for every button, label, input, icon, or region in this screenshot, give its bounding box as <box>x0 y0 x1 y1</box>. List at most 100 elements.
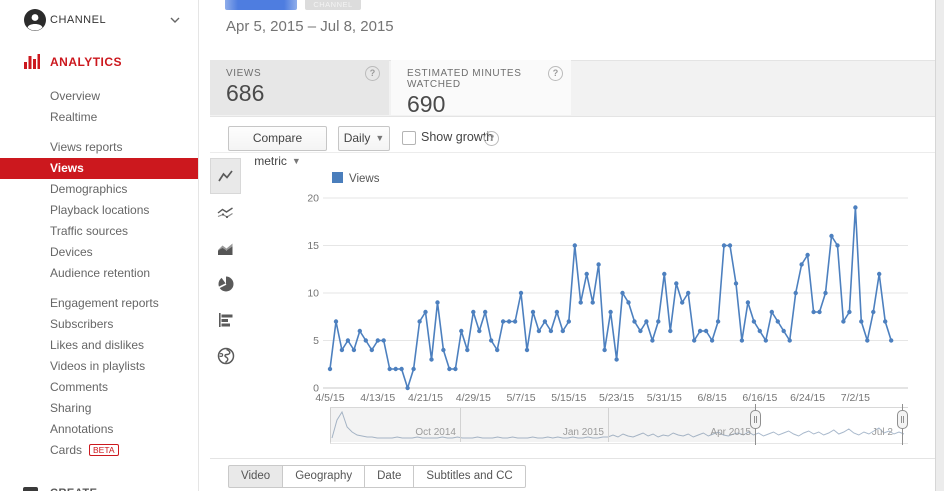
views-line-chart: 0 5 10 15 20 4/5/15 4/13/15 4/21/15 4/29/15 5/7/1… <box>307 193 908 404</box>
compare-metric-button[interactable]: Compare metric ▼ <box>228 126 327 168</box>
sidebar-item-realtime[interactable]: Realtime <box>0 107 198 128</box>
timeline-minimap <box>330 407 908 444</box>
dimension-tabs: Video Geography Date Subtitles and CC <box>228 465 526 488</box>
sidebar-item-audience-retention[interactable]: Audience retention <box>0 263 198 284</box>
sidebar-item-label: Views <box>50 161 84 175</box>
minimap-quarter-divider <box>460 408 461 442</box>
sidebar-item-label: Playback locations <box>50 203 150 217</box>
sidebar: CHANNEL ANALYTICS Overview Realtime Views … <box>0 0 199 491</box>
channel-filter-badge[interactable]: CHANNEL <box>305 0 361 10</box>
sidebar-nav: Overview Realtime Views reports Views Demogr… <box>0 86 198 461</box>
chart-type-stacked-area-button[interactable] <box>210 230 241 266</box>
svg-text:6/8/15: 6/8/15 <box>697 392 726 404</box>
tab-geography[interactable]: Geography <box>282 465 366 488</box>
svg-text:6/16/15: 6/16/15 <box>742 392 777 404</box>
pie-chart-icon <box>218 275 233 292</box>
beta-badge: BETA <box>89 444 119 456</box>
svg-text:4/13/15: 4/13/15 <box>360 392 395 404</box>
page-background-strip <box>935 0 944 491</box>
minimap-sparkline <box>331 410 905 439</box>
metric-value: 690 <box>407 91 446 117</box>
sidebar-item-views[interactable]: Views <box>0 158 198 179</box>
compare-metric-label: Compare metric <box>252 131 303 168</box>
svg-text:5/7/15: 5/7/15 <box>506 392 535 404</box>
interval-label: Daily <box>343 131 371 145</box>
divider <box>210 458 935 459</box>
interval-select-button[interactable]: Daily ▼ <box>338 126 390 151</box>
sidebar-item-label: Devices <box>50 245 93 259</box>
sidebar-item-traffic-sources[interactable]: Traffic sources <box>0 221 198 242</box>
svg-text:5: 5 <box>313 335 319 347</box>
sidebar-item-sharing[interactable]: Sharing <box>0 398 198 419</box>
create-label: CREATE <box>50 487 97 491</box>
sidebar-item-demographics[interactable]: Demographics <box>0 179 198 200</box>
analytics-label: ANALYTICS <box>50 55 123 69</box>
range-start-handle[interactable] <box>750 404 761 445</box>
sidebar-item-cards[interactable]: Cards BETA <box>0 440 198 461</box>
sidebar-item-create[interactable]: CREATE <box>0 484 198 491</box>
chart-type-pie-button[interactable] <box>210 266 241 302</box>
chart-legend: Views <box>332 169 379 187</box>
tab-subtitles-and-cc[interactable]: Subtitles and CC <box>413 465 526 488</box>
compare-lines-icon <box>217 207 233 219</box>
geo-map-globe-icon <box>217 347 234 365</box>
channel-avatar-icon <box>24 9 46 31</box>
chart-type-compare-button[interactable] <box>210 194 241 230</box>
help-icon[interactable]: ? <box>548 66 563 81</box>
sidebar-item-engagement-reports[interactable]: Engagement reports <box>0 293 198 314</box>
help-icon[interactable]: ? <box>484 131 499 146</box>
sidebar-item-comments[interactable]: Comments <box>0 377 198 398</box>
sidebar-item-views-reports[interactable]: Views reports <box>0 137 198 158</box>
drag-grip-icon[interactable] <box>897 410 908 429</box>
sidebar-item-videos-in-playlists[interactable]: Videos in playlists <box>0 356 198 377</box>
sidebar-item-label: Realtime <box>50 110 98 124</box>
stacked-area-icon <box>218 243 233 255</box>
chart-type-bar-button[interactable] <box>210 302 241 338</box>
sidebar-item-label: Audience retention <box>50 266 151 280</box>
show-growth-label: Show growth <box>421 130 494 144</box>
legend-label: Views <box>349 173 380 185</box>
range-end-handle[interactable] <box>897 404 908 445</box>
svg-text:10: 10 <box>307 288 319 300</box>
sidebar-item-subscribers[interactable]: Subscribers <box>0 314 198 335</box>
minimap-quarter-divider <box>608 408 609 442</box>
tab-video[interactable]: Video <box>228 465 284 488</box>
sidebar-item-label: Cards <box>50 443 83 457</box>
drag-grip-icon[interactable] <box>750 410 761 429</box>
line-chart-icon <box>218 170 233 182</box>
metric-card-views[interactable]: VIEWS 686 ? <box>210 60 389 115</box>
tab-date[interactable]: Date <box>364 465 415 488</box>
divider <box>210 152 935 153</box>
chart-type-map-button[interactable] <box>210 338 241 374</box>
svg-text:15: 15 <box>307 240 319 252</box>
create-icon <box>23 487 38 491</box>
svg-text:0: 0 <box>313 383 319 395</box>
sidebar-item-label: Demographics <box>50 182 128 196</box>
sidebar-item-annotations[interactable]: Annotations <box>0 419 198 440</box>
sidebar-item-label: Subscribers <box>50 317 114 331</box>
svg-text:5/31/15: 5/31/15 <box>647 392 682 404</box>
bar-chart-icon <box>218 313 232 327</box>
svg-text:5/15/15: 5/15/15 <box>551 392 586 404</box>
sidebar-item-playback-locations[interactable]: Playback locations <box>0 200 198 221</box>
chevron-down-icon <box>170 17 180 23</box>
sidebar-item-label: Traffic sources <box>50 224 129 238</box>
sidebar-item-analytics[interactable]: ANALYTICS <box>0 52 198 72</box>
chart-type-line-button[interactable] <box>210 158 241 194</box>
metric-card-estimated-minutes-watched[interactable]: ESTIMATED MINUTES WATCHED 690 ? <box>391 60 571 117</box>
video-filter-button[interactable] <box>225 0 297 10</box>
channel-menu[interactable]: CHANNEL <box>0 6 198 34</box>
channel-label: CHANNEL <box>50 14 107 26</box>
help-icon[interactable]: ? <box>365 66 380 81</box>
sidebar-item-label: Likes and dislikes <box>50 338 145 352</box>
svg-text:7/2/15: 7/2/15 <box>841 392 870 404</box>
show-growth-checkbox[interactable] <box>402 131 416 145</box>
sidebar-item-label: Sharing <box>50 401 92 415</box>
sidebar-item-likes-and-dislikes[interactable]: Likes and dislikes <box>0 335 198 356</box>
sidebar-item-label: Engagement reports <box>50 296 159 310</box>
sidebar-item-label: Overview <box>50 89 101 103</box>
svg-text:5/23/15: 5/23/15 <box>599 392 634 404</box>
sidebar-item-overview[interactable]: Overview <box>0 86 198 107</box>
sidebar-item-devices[interactable]: Devices <box>0 242 198 263</box>
